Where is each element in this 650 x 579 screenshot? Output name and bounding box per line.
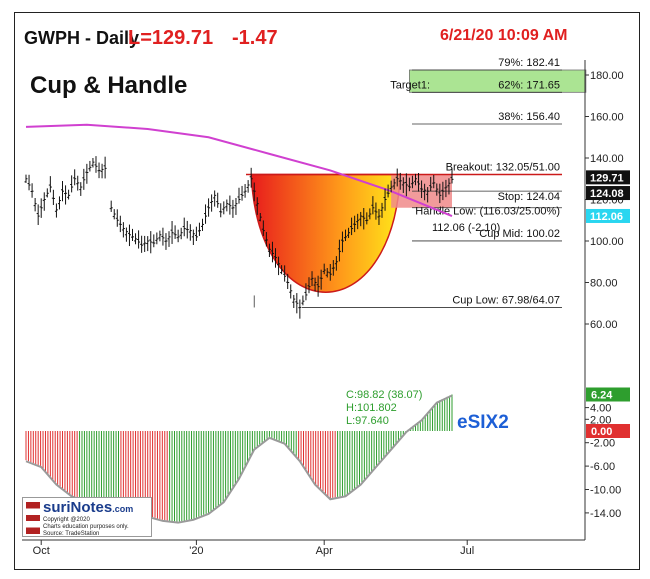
x-axis-label: Apr: [316, 545, 333, 557]
moving-average-line: [25, 123, 453, 218]
osc-axis-label: -14.00: [590, 508, 621, 520]
price-badge-label: 112.06: [590, 211, 623, 223]
oscillator-readout: L:97.640: [346, 415, 389, 427]
price-axis-label: 160.00: [590, 112, 624, 124]
osc-axis-label: 2.00: [590, 414, 611, 426]
level-label: 62%: 171.65: [498, 79, 560, 91]
osc-badge: [586, 424, 630, 438]
osc-badge-label: 6.24: [591, 389, 613, 401]
pattern-title: Cup & Handle: [30, 72, 188, 99]
price-badge-label: 129.71: [590, 172, 624, 184]
symbol-title: GWPH - Daily: [24, 28, 140, 48]
surinotes-logo: suriNotes.com Copyright @2020 Charts edu…: [22, 497, 152, 537]
level-label: 38%: 156.40: [498, 111, 560, 123]
logo-disclaimer: Charts education purposes only.: [43, 524, 129, 530]
oscillator-readout: H:101.802: [346, 402, 397, 414]
price-axis-label: 100.00: [590, 236, 624, 248]
last-price: L=129.71: [128, 27, 214, 49]
price-panel: 79%: 182.41 Target1: 62%: 171.65 38%: 156.4…: [24, 57, 587, 319]
osc-badge-label: 0.00: [591, 426, 612, 438]
x-axis-label: Jul: [460, 545, 474, 557]
osc-axis-label: -6.00: [590, 461, 615, 473]
osc-axis-label: 4.00: [590, 403, 611, 415]
cup-shape: [250, 173, 402, 293]
x-axis-label: Oct: [33, 545, 50, 557]
axes: 60.0080.00100.00120.00140.00160.00180.00…: [22, 60, 630, 557]
level-label: Handle Low: (116.03/25.00%): [415, 206, 560, 218]
oscillator-readout: C:98.82 (38.07): [346, 389, 422, 401]
level-label: 79%: 182.41: [498, 57, 560, 69]
price-badge: [586, 186, 630, 201]
price-badge-label: 124.08: [590, 188, 624, 200]
logo-brand: suriNotes.com: [43, 499, 133, 516]
level-label: Breakout: 132.05/51.00: [446, 161, 560, 173]
price-change: -1.47: [232, 27, 278, 49]
level-label: Target1:: [390, 79, 430, 91]
logo-source: Source: TradeStation: [43, 531, 100, 537]
price-axis-label: 180.00: [590, 70, 624, 82]
level-label: 112.06 (-2.10): [432, 222, 500, 234]
esix-label: eSIX2: [457, 412, 509, 433]
price-badge: [586, 170, 630, 185]
price-axis-label: 140.00: [590, 153, 624, 165]
price-axis-label: 60.00: [590, 319, 618, 331]
flag-icon: [26, 502, 40, 534]
level-label: Cup Mid: 100.02: [479, 228, 560, 240]
price-badge: [586, 208, 630, 223]
logo-copyright: Copyright @2020: [43, 517, 90, 523]
logo-brand-domain: .com: [112, 504, 134, 514]
osc-badge: [586, 387, 630, 402]
price-axis-label: 80.00: [590, 278, 618, 290]
timestamp: 6/21/20 10:09 AM: [440, 27, 568, 44]
level-label: Stop: 124.04: [498, 191, 560, 203]
level-label: Cup Low: 67.98/64.07: [452, 294, 560, 306]
osc-axis-label: -10.00: [590, 485, 621, 497]
x-axis-label: '20: [189, 545, 203, 557]
logo-brand-name: suriNotes: [43, 499, 113, 516]
osc-axis-label: -2.00: [590, 438, 615, 450]
